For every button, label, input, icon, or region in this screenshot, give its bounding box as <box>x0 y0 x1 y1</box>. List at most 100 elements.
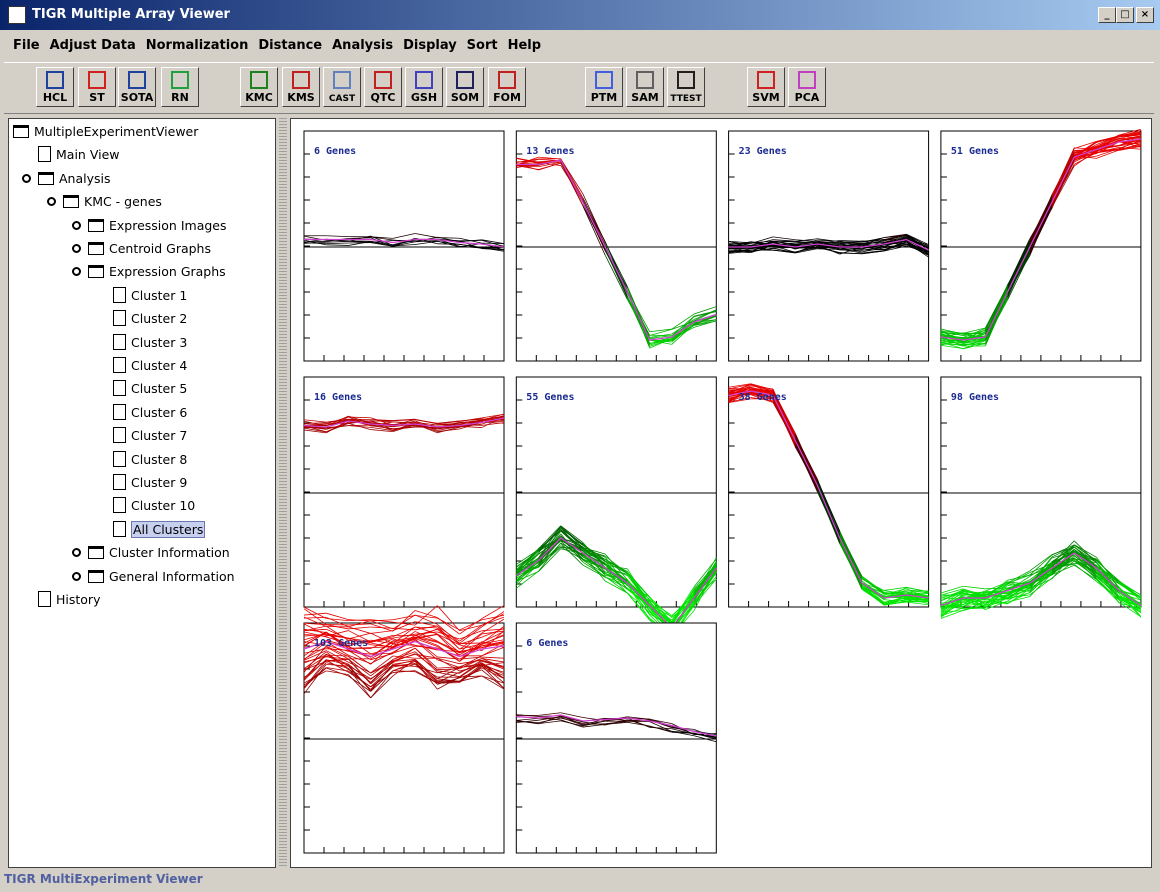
tree-expander[interactable] <box>72 220 81 230</box>
expression-line <box>1096 136 1119 143</box>
expression-line <box>303 616 327 627</box>
expression-line <box>415 422 438 426</box>
tree-node[interactable]: All Clusters <box>113 520 206 540</box>
tree-label: Cluster 6 <box>131 404 188 420</box>
expression-line <box>370 670 394 699</box>
tree-node[interactable]: Cluster 10 <box>113 496 195 516</box>
menu-item[interactable]: Sort <box>466 38 498 53</box>
menu-item[interactable]: Adjust Data <box>49 38 136 53</box>
expression-line <box>437 633 460 653</box>
expression-line <box>538 717 561 721</box>
menu-item[interactable]: Help <box>507 38 542 53</box>
toolbar-button[interactable]: ST <box>78 67 116 107</box>
tree-label: Cluster 8 <box>131 451 188 467</box>
button-label: CAST <box>328 94 356 104</box>
toolbar-button[interactable]: CAST <box>323 67 361 107</box>
menu-item[interactable]: Display <box>403 38 457 53</box>
expression-line <box>627 592 650 621</box>
expression-line <box>370 665 394 690</box>
document-icon <box>113 286 126 303</box>
tree-node[interactable]: Cluster Information <box>88 543 230 563</box>
expression-line <box>963 604 986 611</box>
expression-line <box>1051 540 1075 565</box>
toolbar-button[interactable]: FOM <box>488 67 526 107</box>
tree-node[interactable]: Main View <box>38 145 119 165</box>
tree-expander[interactable] <box>72 548 81 558</box>
menu-item[interactable]: Analysis <box>332 38 394 53</box>
expression-line <box>326 654 349 657</box>
expression-line <box>348 642 371 645</box>
menu-item[interactable]: Distance <box>258 38 323 53</box>
expression-line <box>538 536 562 559</box>
tree-node[interactable]: Expression Images <box>88 216 227 236</box>
tree-node[interactable]: Cluster 1 <box>113 286 187 306</box>
toolbar-button[interactable]: RN <box>161 67 199 107</box>
tree-node[interactable]: MultipleExperimentViewer <box>13 122 198 142</box>
tree-node[interactable]: Cluster 6 <box>113 403 187 423</box>
expression-line <box>1096 149 1119 159</box>
toolbar-button[interactable]: PTM <box>585 67 623 107</box>
tree-expander[interactable] <box>72 267 81 277</box>
minimize[interactable]: _ <box>1098 7 1116 23</box>
expression-line <box>728 388 751 391</box>
tree-node[interactable]: Cluster 8 <box>113 450 187 470</box>
tree-node[interactable]: Expression Graphs <box>88 262 226 282</box>
tree-node[interactable]: Cluster 7 <box>113 426 187 446</box>
tree-expander[interactable] <box>22 173 31 183</box>
expression-line <box>985 593 1008 600</box>
mean-line <box>303 417 505 428</box>
tree-label: Cluster Information <box>109 545 230 561</box>
expression-line <box>627 719 650 727</box>
expression-line <box>795 246 818 249</box>
expression-line <box>348 623 371 626</box>
toolbar-button[interactable]: SOTA <box>118 67 156 107</box>
menu-item[interactable]: File <box>13 38 40 53</box>
tree-expander[interactable] <box>72 571 81 581</box>
expression-line <box>1096 560 1119 582</box>
expression-line <box>415 418 438 425</box>
close[interactable]: × <box>1136 7 1154 23</box>
tree-node[interactable]: General Information <box>88 567 235 587</box>
expression-line <box>1096 137 1119 147</box>
expression-line <box>481 641 505 648</box>
expression-line <box>750 383 774 393</box>
button-label: TTEST <box>670 94 702 104</box>
expression-line <box>1007 570 1030 584</box>
expression-line <box>459 625 483 642</box>
tree-node[interactable]: History <box>38 590 100 610</box>
toolbar-button[interactable]: GSH <box>405 67 443 107</box>
tree-node[interactable]: Cluster 3 <box>113 333 187 353</box>
toolbar-button[interactable]: PCA <box>788 67 826 107</box>
expression-line <box>481 239 505 245</box>
toolbar-button[interactable]: SVM <box>747 67 785 107</box>
maximize[interactable]: □ <box>1116 7 1134 23</box>
tree-expander[interactable] <box>47 197 56 207</box>
toolbar-button[interactable]: KMC <box>240 67 278 107</box>
expression-line <box>303 608 327 625</box>
button-label: GSH <box>410 91 438 104</box>
toolbar-button[interactable]: TTEST <box>667 67 705 107</box>
tree-expander[interactable] <box>72 244 81 253</box>
expression-line <box>538 162 561 170</box>
toolbar-button[interactable]: SAM <box>626 67 664 107</box>
tree-node[interactable]: Cluster 2 <box>113 309 187 329</box>
button-icon <box>128 71 146 89</box>
tree-node[interactable]: Cluster 4 <box>113 356 187 376</box>
expression-line <box>861 250 885 254</box>
expression-line <box>348 658 371 685</box>
tree-node[interactable]: Cluster 9 <box>113 473 187 493</box>
menu-item[interactable]: Normalization <box>145 38 249 53</box>
tree-node[interactable]: Centroid Graphs <box>88 239 211 259</box>
expression-line <box>1007 254 1031 295</box>
tree-label: History <box>56 592 101 607</box>
expression-line <box>1051 544 1075 556</box>
toolbar-button[interactable]: QTC <box>364 67 402 107</box>
split-divider[interactable] <box>279 118 287 868</box>
toolbar-button[interactable]: SOM <box>446 67 484 107</box>
toolbar-button[interactable]: KMS <box>282 67 320 107</box>
tree-node[interactable]: Analysis <box>38 169 111 189</box>
tree-node[interactable]: Cluster 5 <box>113 379 187 399</box>
tree-node[interactable]: KMC - genes <box>63 192 162 212</box>
expression-line <box>538 712 561 716</box>
toolbar-button[interactable]: HCL <box>36 67 74 107</box>
